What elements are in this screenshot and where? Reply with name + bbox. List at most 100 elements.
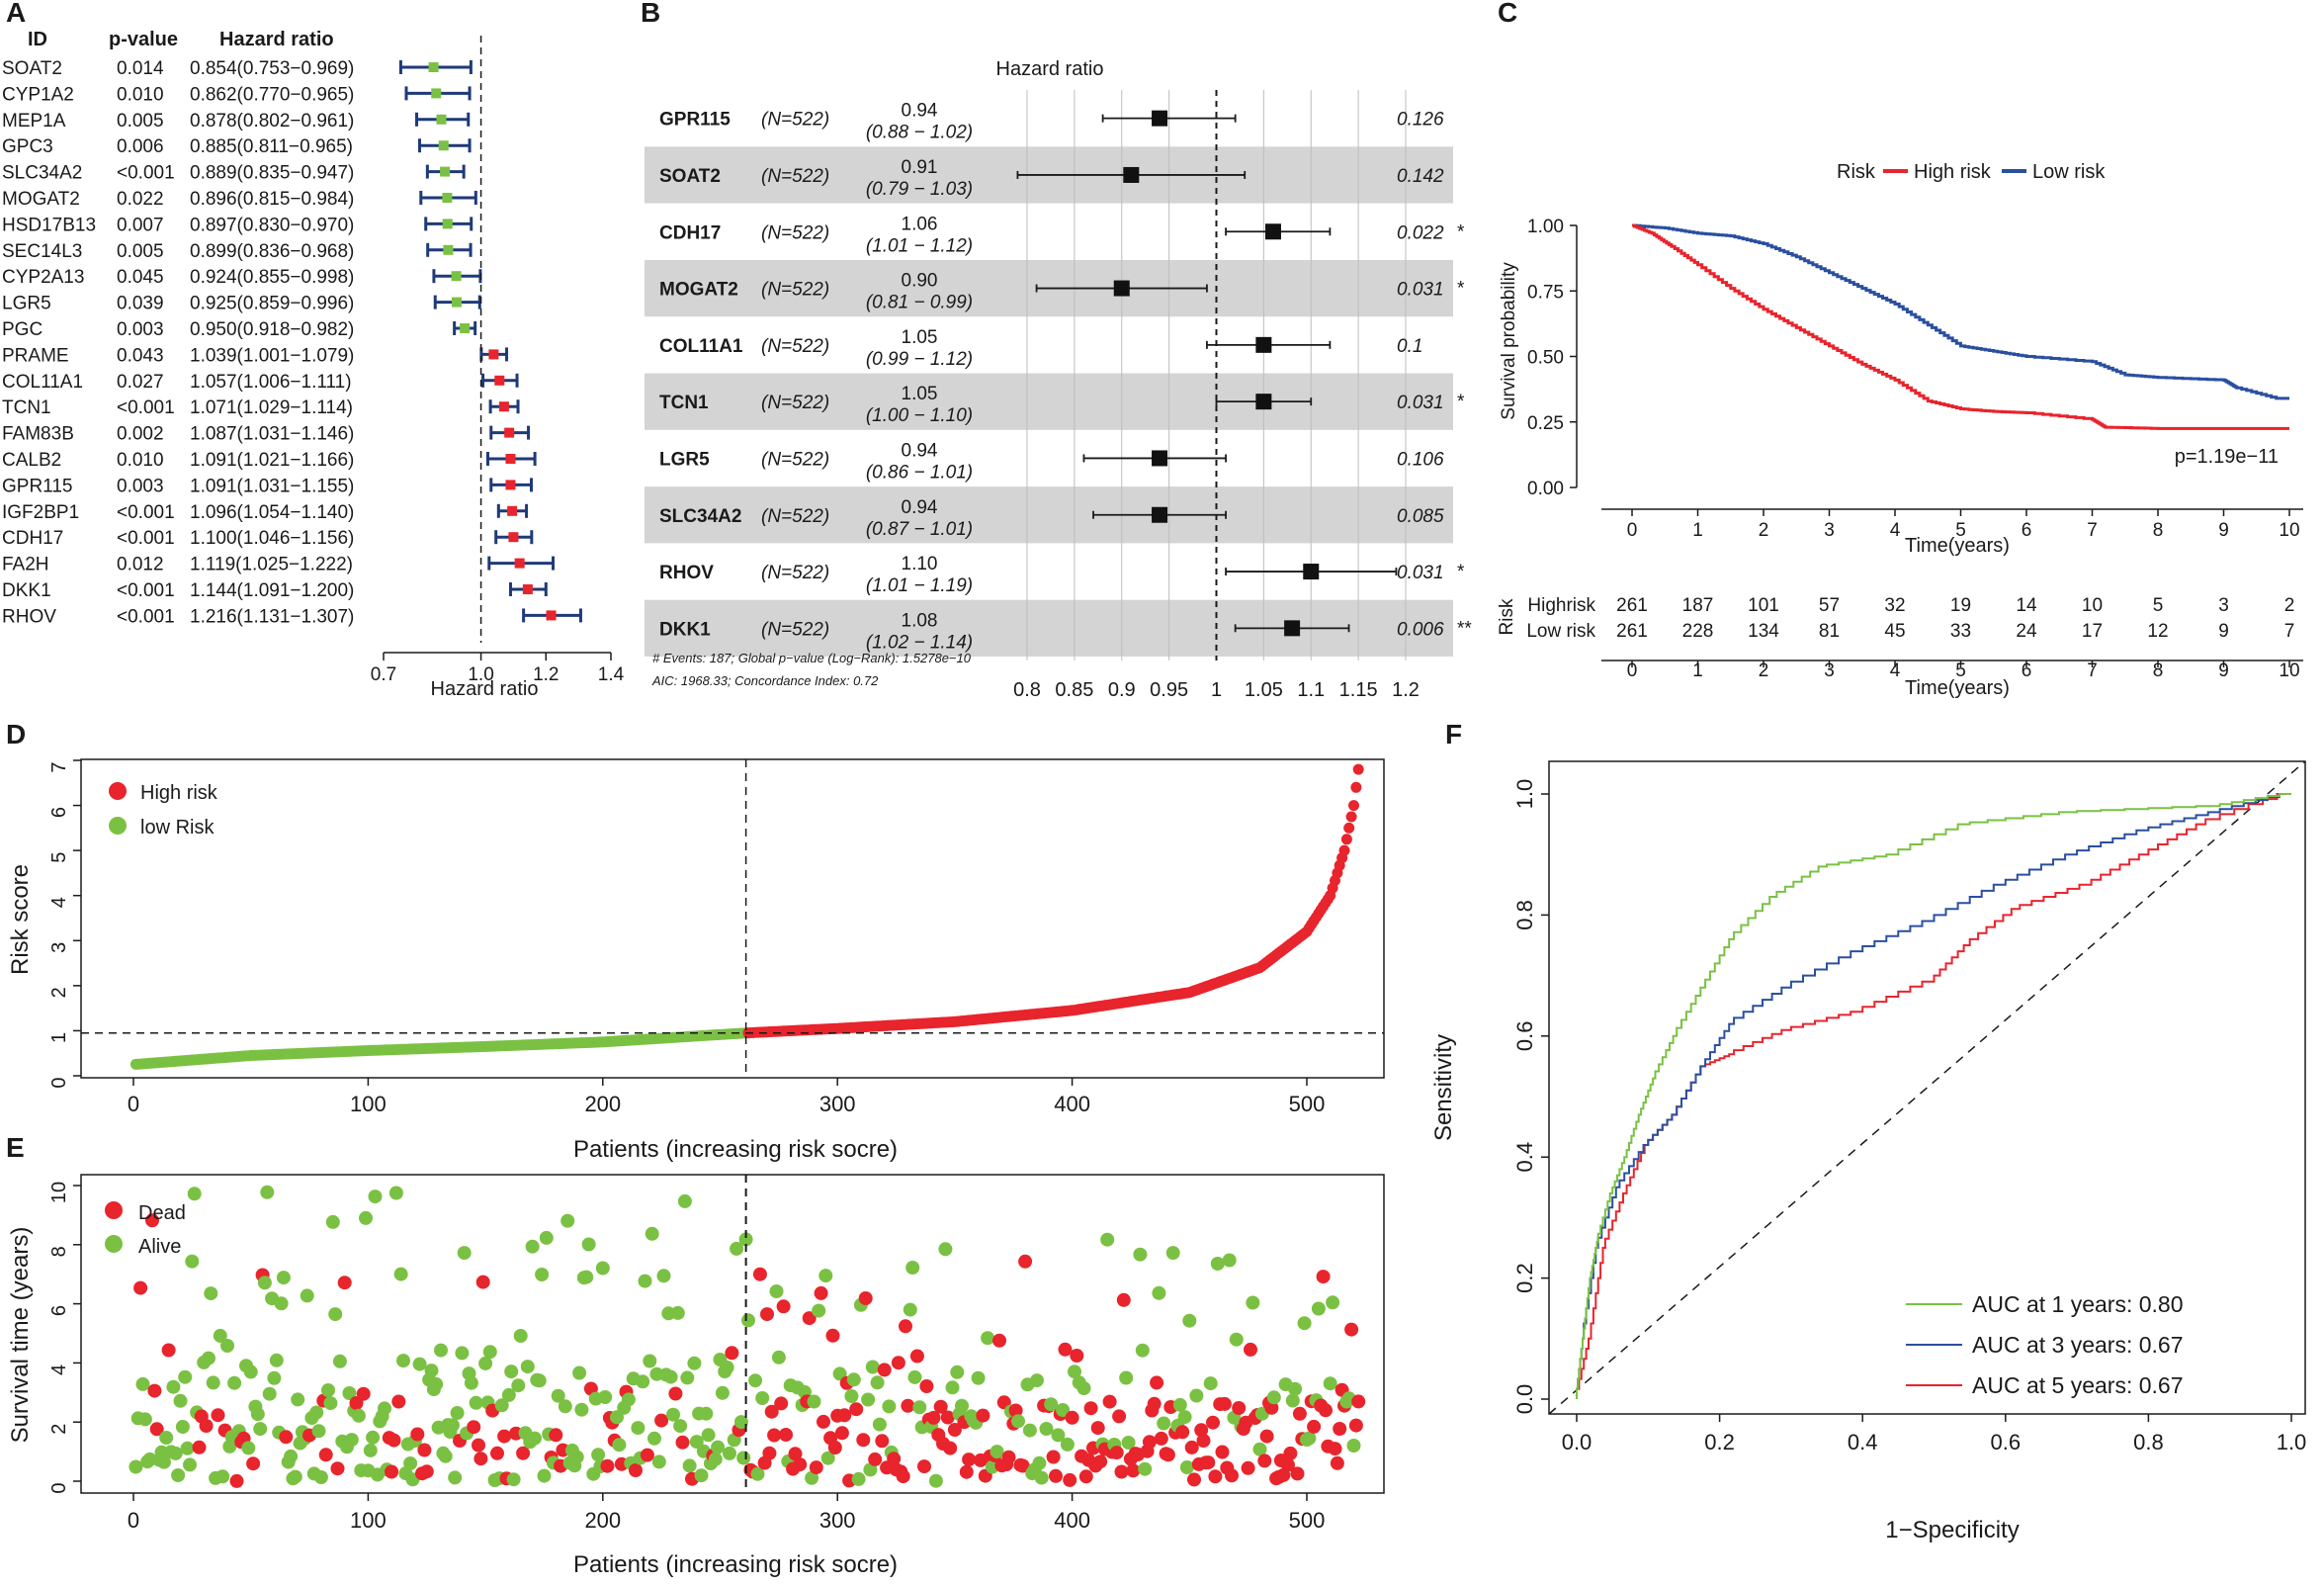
risk-table-tick-label: 1 [1692,661,1703,681]
forest-b-n: (N=522) [761,222,829,243]
status-point-dead [1225,1468,1239,1483]
forest-a-hr-text: 0.878(0.802−0.961) [190,111,354,132]
status-point-alive [291,1392,305,1407]
status-point-dead [490,1446,504,1460]
status-point-dead [1184,1440,1199,1454]
status-point-dead [516,1446,531,1460]
forest-a-pvalue: 0.010 [117,450,164,471]
panel-label-d: D [6,719,26,749]
survival-status-xlabel: Patients (increasing risk socre) [573,1551,898,1578]
status-point-alive [938,1242,953,1257]
forest-b-title: Hazard ratio [996,58,1104,80]
km-legend-title: Risk [1837,161,1876,183]
status-point-dead [1290,1466,1305,1481]
status-point-dead [1046,1450,1061,1464]
risk-table-high-count: 57 [1819,595,1840,616]
status-point-alive [1246,1295,1260,1310]
status-point-alive [687,1356,702,1370]
status-point-alive [511,1378,526,1393]
status-point-alive [539,1230,554,1245]
status-point-dead [1008,1403,1023,1418]
status-point-dead [992,1333,1006,1348]
forest-a-pvalue: 0.012 [117,555,164,575]
forest-b-pvalue: 0.106 [1397,449,1444,470]
forest-a-pvalue: <0.001 [117,580,175,601]
km-curve-high [1632,223,2289,430]
forest-a-hr-text: 1.091(1.031−1.155) [190,476,354,496]
km-x-tick-label: 8 [2153,520,2164,541]
status-point-dead [600,1458,615,1473]
status-point-dead [318,1448,333,1462]
status-point-alive [1032,1455,1047,1470]
status-point-alive [434,1343,448,1358]
forest-b-tick-label: 1.2 [1392,679,1420,701]
forest-b-rows: GPR115 (N=522) 0.94(0.88 − 1.02)0.126SOAT2… [659,101,1472,654]
status-point-alive [328,1307,343,1322]
legend-high-dot [109,782,127,800]
risk-score-y-tick-label: 4 [48,897,70,908]
forest-b-hr-text: 0.94 [902,440,938,461]
risk-table-tick-label: 4 [1890,661,1901,681]
status-point-alive [1056,1403,1071,1417]
status-point-dead [1114,1464,1129,1479]
forest-a-pvalue: <0.001 [117,163,175,184]
roc-xlabel: 1−Specificity [1885,1517,2019,1543]
forest-a-pvalue: 0.006 [117,136,164,157]
status-point-dead [419,1464,434,1479]
status-point-alive [1100,1232,1115,1247]
status-point-alive [643,1354,657,1368]
forest-b-hr-text: 1.08 [902,610,938,631]
status-point-dead [1015,1458,1030,1473]
forest-a-point [443,244,454,255]
status-point-dead [1328,1442,1342,1456]
forest-b-point [1152,110,1168,127]
risk-table-tick-label: 8 [2153,661,2164,681]
status-point-alive [455,1346,470,1361]
forest-a-point [494,375,505,386]
status-point-dead [467,1420,481,1435]
status-point-dead [943,1441,958,1455]
status-point-dead [1215,1445,1230,1459]
roc-curve [1576,793,2291,1399]
status-point-dead [909,1349,924,1364]
forest-b-hr-text: 1.05 [902,327,938,348]
status-point-alive [424,1364,439,1378]
status-point-alive [501,1387,516,1402]
status-point-dead [192,1440,207,1454]
forest-b-hr-text: 0.94 [902,101,938,122]
status-point-alive [166,1379,181,1394]
km-y-tick-label: 0.25 [1527,413,1564,434]
status-point-alive [269,1353,284,1367]
status-point-alive [574,1402,589,1417]
km-x-tick-label: 0 [1627,520,1638,541]
status-y-tick-label: 6 [48,1305,70,1316]
status-point-alive [598,1390,613,1404]
forest-b-ci-text: (1.00 − 1.10) [866,405,973,426]
status-point-alive [213,1328,227,1343]
forest-a-id: COL11A1 [2,372,83,393]
panel-label-c: C [1498,0,1517,28]
status-point-alive [711,1440,726,1454]
forest-b-gene: RHOV [659,563,714,583]
risk-score-xlabel: Patients (increasing risk socre) [573,1136,898,1163]
status-point-dead [887,1452,902,1466]
status-point-alive [528,1431,542,1446]
status-point-alive [300,1288,314,1303]
forest-a-point [436,114,447,125]
status-point-alive [1189,1388,1204,1403]
status-point-alive [1229,1332,1244,1347]
status-point-dead [899,1319,912,1334]
status-point-alive [520,1360,535,1374]
forest-b-ci-text: (1.01 − 1.19) [866,575,973,596]
risk-table-low-count: 9 [2218,621,2229,642]
status-point-alive [1326,1295,1340,1310]
forest-a-id: SEC14L3 [2,241,82,262]
status-point-dead [1102,1394,1117,1409]
forest-a-hr-text: 0.897(0.830−0.970) [190,215,354,235]
km-y-tick-label: 0.75 [1527,282,1564,303]
roc-x-tick-label: 0.4 [1848,1430,1878,1454]
status-point-alive [569,1450,584,1464]
status-point-alive [135,1376,150,1391]
